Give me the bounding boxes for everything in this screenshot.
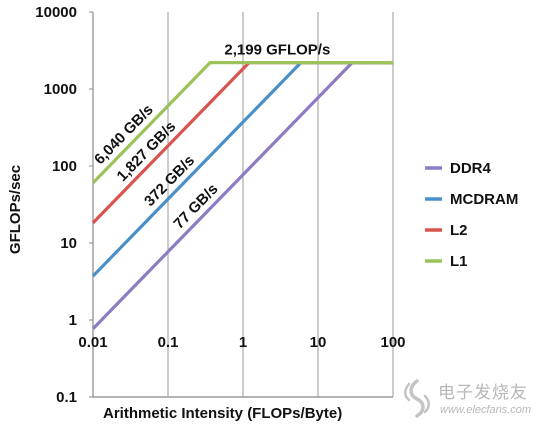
axis-titles: Arithmetic Intensity (FLOPs/Byte) GFLOPs/… <box>7 165 342 422</box>
x-tick-label: 0.1 <box>158 334 179 351</box>
series-lines <box>91 61 393 330</box>
y-tick-label: 100 <box>52 158 77 175</box>
y-tick-label: 10 <box>60 235 77 252</box>
tick-labels: 0.1 1 10 100 1000 10000 0.01 0.1 1 10 100 <box>35 4 405 406</box>
watermark-url: www.elecfans.com <box>440 404 532 416</box>
y-tick-label: 0.1 <box>56 389 77 406</box>
y-tick-label: 1000 <box>44 81 77 98</box>
x-tick-label: 100 <box>380 334 405 351</box>
x-tick-label: 10 <box>310 334 327 351</box>
x-tick-label: 0.01 <box>78 334 107 351</box>
peak-label: 2,199 GFLOP/s <box>224 42 330 59</box>
y-axis-title: GFLOPs/sec <box>7 165 24 254</box>
legend-label-l2: L2 <box>450 222 468 239</box>
x-tick-label: 1 <box>239 334 247 351</box>
series-line-l1 <box>91 61 393 184</box>
x-axis-title: Arithmetic Intensity (FLOPs/Byte) <box>103 405 342 422</box>
legend-label-mcdram: MCDRAM <box>450 191 518 208</box>
legend: DDR4 MCDRAM L2 L1 <box>425 160 518 270</box>
y-tick-label: 10000 <box>35 4 77 21</box>
y-tick-label: 1 <box>69 312 77 329</box>
watermark-text: 电子发烧友 <box>438 383 528 403</box>
watermark: 电子发烧友 www.elecfans.com <box>400 378 548 424</box>
legend-label-l1: L1 <box>450 253 468 270</box>
gridlines <box>89 11 394 398</box>
legend-label-ddr4: DDR4 <box>450 160 491 177</box>
electronic-fans-logo-icon <box>404 379 430 418</box>
